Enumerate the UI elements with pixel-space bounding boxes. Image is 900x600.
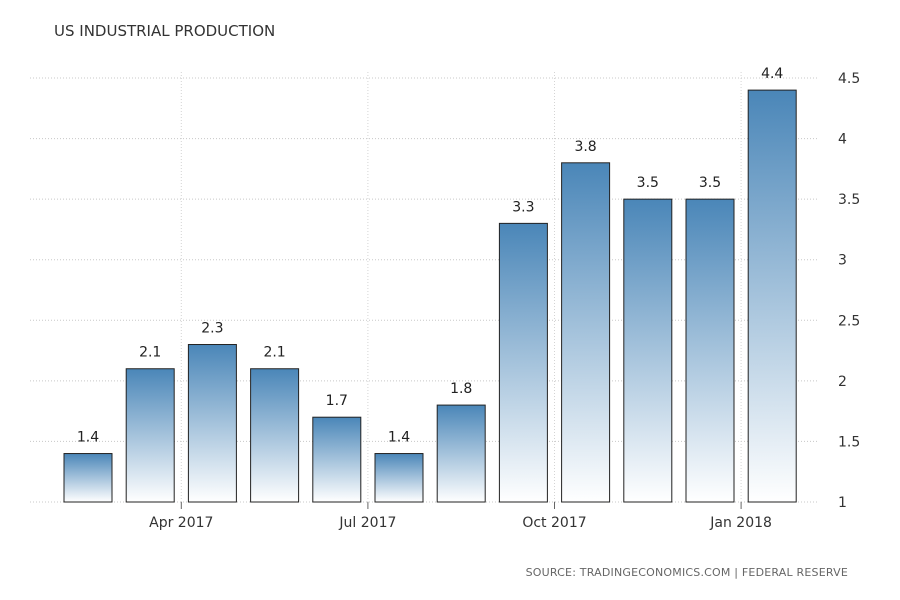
bar (498, 222, 548, 503)
bar-value-label: 2.3 (201, 321, 223, 337)
bar-value-label: 1.4 (77, 430, 99, 446)
bar-value-label: 3.5 (637, 175, 659, 191)
bar-value-label: 2.1 (263, 345, 285, 361)
bar-value-label: 4.4 (761, 66, 783, 82)
bar (623, 198, 673, 503)
bar-value-label: 1.8 (450, 381, 472, 397)
bar-value-label: 2.1 (139, 345, 161, 361)
data-labels: 1.4 2.1 2.3 2.1 1.7 1.4 1.8 3.3 3.8 3.5 3.5 4.4 (77, 66, 784, 445)
y-tick-label: 2.5 (838, 313, 860, 329)
bar-value-label: 1.4 (388, 430, 410, 446)
bar (685, 198, 735, 503)
x-tick-label: Jul 2017 (338, 515, 396, 531)
y-tick-label: 3.5 (838, 192, 860, 208)
bar (187, 344, 237, 503)
bars (63, 89, 797, 503)
bar (250, 368, 300, 503)
x-tick-label: Jan 2018 (709, 515, 772, 531)
y-tick-label: 4 (838, 132, 847, 148)
y-tick-label: 1 (838, 495, 847, 511)
y-tick-label: 3 (838, 253, 847, 269)
bar-value-label: 3.3 (512, 199, 534, 215)
bar (374, 453, 424, 503)
bar-value-label: 3.8 (574, 139, 596, 155)
bar (125, 368, 175, 503)
bar (747, 89, 797, 503)
chart-title: US INDUSTRIAL PRODUCTION (54, 22, 276, 40)
bar (63, 453, 113, 503)
bar-value-label: 3.5 (699, 175, 721, 191)
bar (312, 416, 362, 503)
bar (436, 404, 486, 503)
bar-value-label: 1.7 (326, 393, 348, 409)
y-axis-ticks: 1 1.5 2 2.5 3 3.5 4 4.5 (838, 71, 860, 511)
x-tick-label: Oct 2017 (522, 515, 586, 531)
x-axis-ticks: Apr 2017 Jul 2017 Oct 2017 Jan 2018 (149, 502, 772, 531)
y-tick-label: 1.5 (838, 434, 860, 450)
y-tick-label: 4.5 (838, 71, 860, 87)
x-tick-label: Apr 2017 (149, 515, 213, 531)
source-text: SOURCE: TRADINGECONOMICS.COM | FEDERAL R… (525, 566, 848, 579)
grid-lines (30, 72, 818, 503)
bar (561, 162, 611, 503)
y-tick-label: 2 (838, 374, 847, 390)
